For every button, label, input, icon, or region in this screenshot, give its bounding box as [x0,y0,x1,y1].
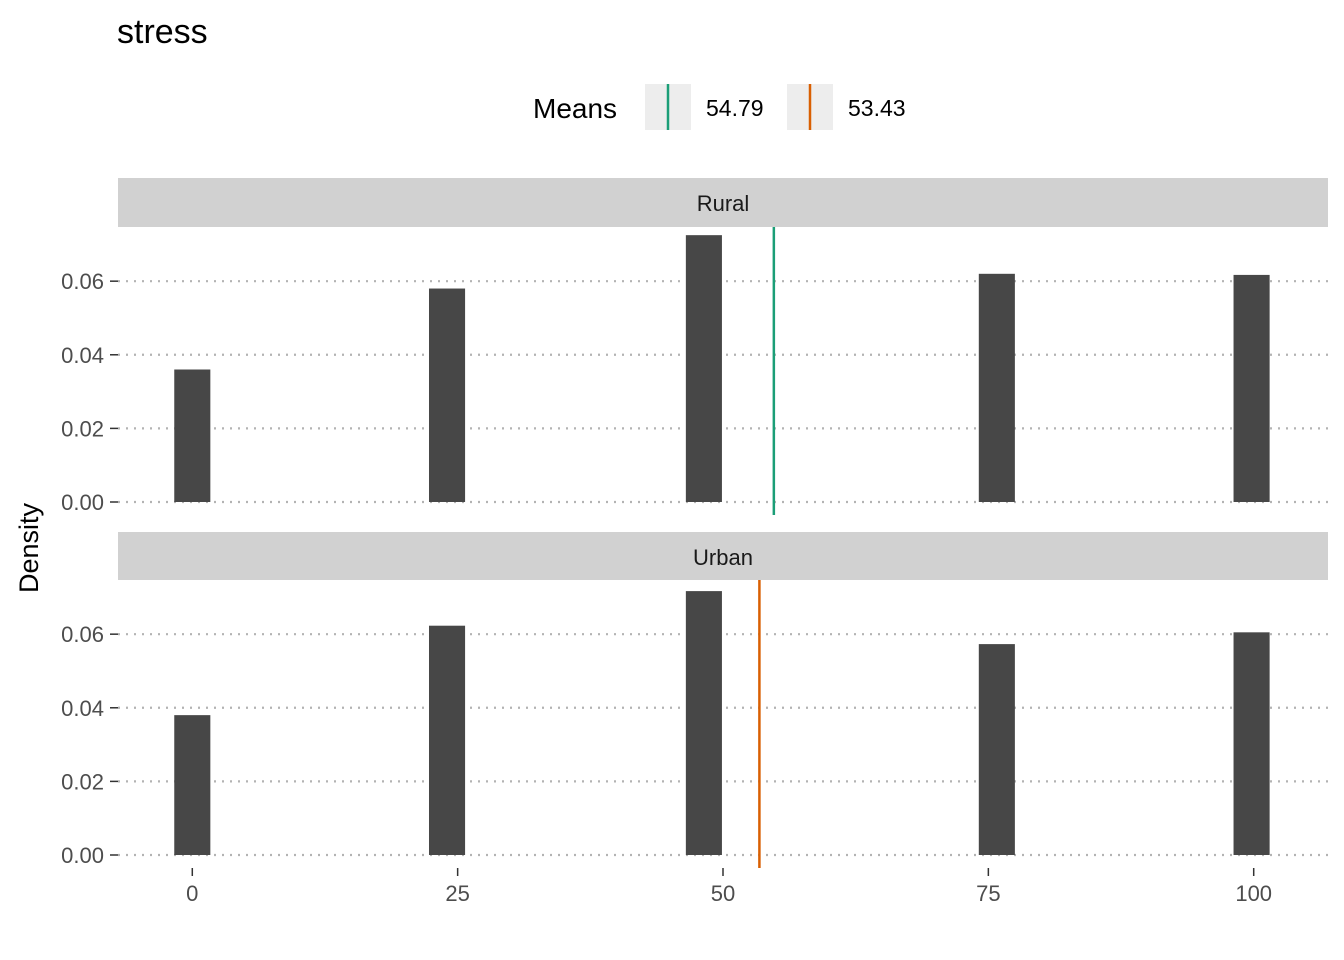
y-tick-label: 0.02 [61,769,104,794]
x-tick-label: 0 [186,881,198,906]
legend-title: Means [533,93,617,124]
chart-title: stress [117,13,208,51]
facet-strip [118,178,1328,227]
y-axis-title: Density [14,502,44,593]
x-tick-label: 50 [711,881,735,906]
y-tick-label: 0.06 [61,269,104,294]
x-tick-label: 100 [1235,881,1272,906]
x-tick-label: 25 [445,881,469,906]
x-axis: 0 25 50 75 100 [186,868,1272,906]
histogram-bar [978,273,1015,502]
x-tick-label: 75 [976,881,1000,906]
y-tick-label: 0.06 [61,622,104,647]
facet-panels: Rural 0.00 0.02 0.04 0.06 Urban 0.00 0.02 0.04 0.… [61,178,1328,868]
histogram-bar [174,715,211,855]
legend: Means 54.79 53.43 [533,84,906,130]
histogram-bar [685,591,722,855]
histogram-bar [978,644,1015,855]
histogram-bar [1233,274,1270,502]
y-tick-label: 0.04 [61,696,104,721]
y-tick-label: 0.00 [61,490,104,515]
facet-urban: Urban 0.00 0.02 0.04 0.06 [61,532,1328,868]
y-tick-label: 0.00 [61,843,104,868]
histogram-bar [685,235,722,502]
histogram-bar [428,625,466,855]
facet-strip-label: Urban [693,545,753,570]
facet-rural: Rural 0.00 0.02 0.04 0.06 [61,178,1328,515]
histogram-bar [1233,632,1270,855]
legend-entry-1: 53.43 [787,84,906,130]
legend-label-1: 53.43 [848,95,906,121]
y-tick-label: 0.04 [61,343,104,368]
histogram-bar [428,288,466,502]
histogram-bar [174,369,211,502]
legend-entry-0: 54.79 [645,84,764,130]
facet-strip-label: Rural [697,191,750,216]
facet-strip [118,532,1328,580]
legend-label-0: 54.79 [706,95,764,121]
y-tick-label: 0.02 [61,416,104,441]
